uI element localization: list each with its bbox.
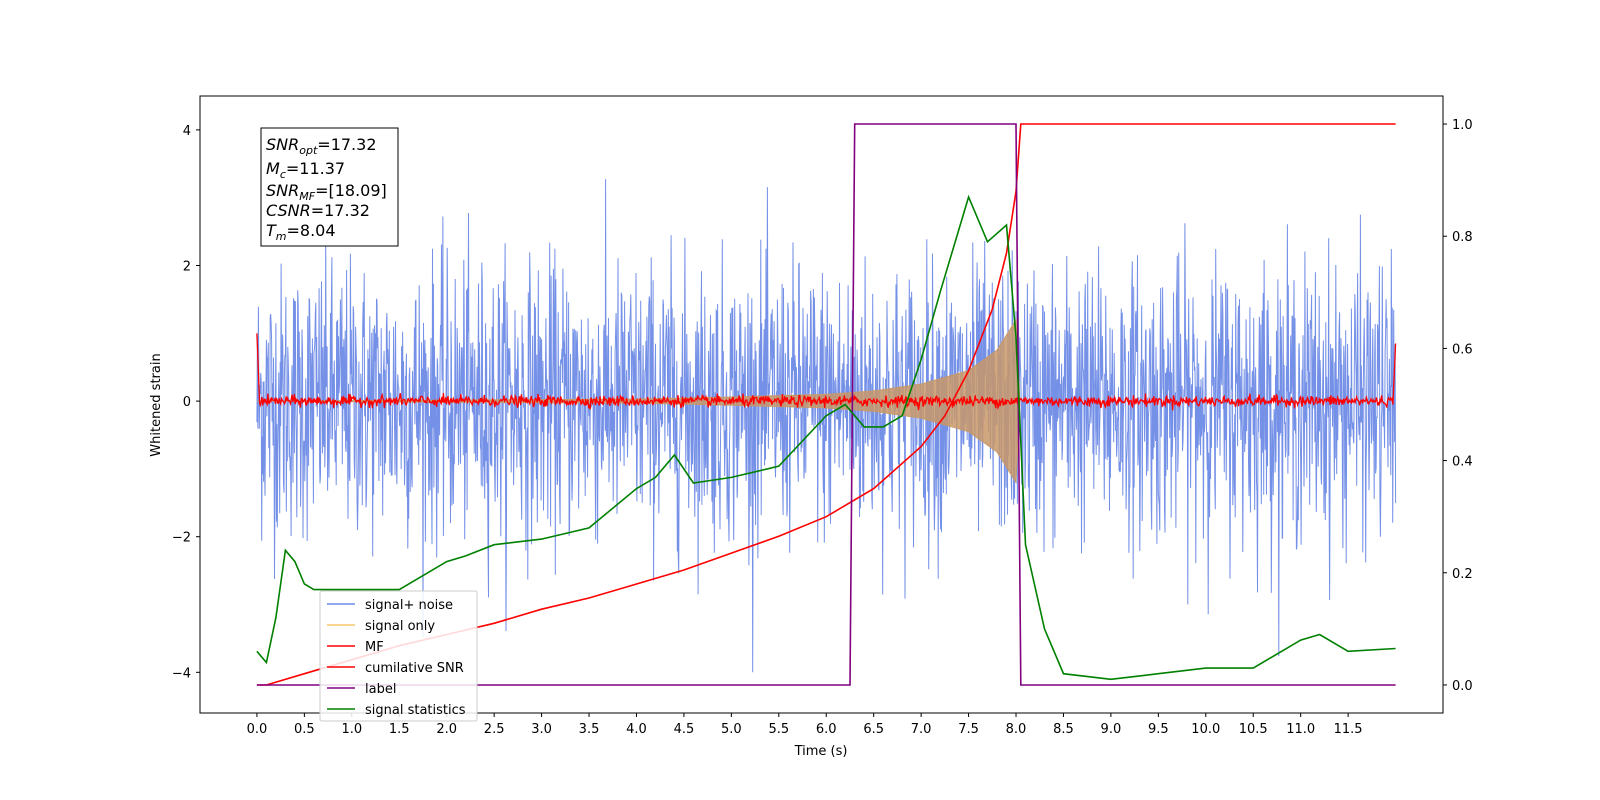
annotation-snr-mf: SNRMF=[18.09] [266,181,387,203]
x-tick-label: 1.0 [341,722,362,737]
x-tick-label: 6.5 [863,722,884,737]
x-tick-label: 9.0 [1101,722,1122,737]
x-tick-label: 0.5 [294,722,315,737]
legend: signal+ noise signal only MF cumilative … [319,590,478,722]
x-tick-label: 8.5 [1053,722,1074,737]
y-axis-right: 1.0 0.8 0.6 0.4 0.2 0.0 [1443,118,1473,694]
x-tick-label: 5.5 [768,722,789,737]
y-right-tick-label: 1.0 [1452,118,1473,133]
x-tick-label: 8.0 [1006,722,1027,737]
x-tick-label: 3.0 [531,722,552,737]
series-mf [256,333,1397,411]
x-tick-label: 6.0 [816,722,837,737]
x-tick-label: 10.5 [1239,722,1268,737]
y-right-tick-label: 0.6 [1452,342,1473,357]
x-tick-label: 5.0 [721,722,742,737]
y-right-tick-label: 0.8 [1452,230,1473,245]
legend-label-cumilative-snr: cumilative SNR [365,661,464,676]
legend-label-label: label [365,682,396,697]
annotation-box: SNRopt=17.32 Mc=11.37 SNRMF=[18.09] CSNR… [260,127,399,247]
annotation-snr-opt: SNRopt=17.32 [266,135,377,157]
x-tick-label: 11.0 [1286,722,1315,737]
x-tick-label: 7.0 [911,722,932,737]
x-axis-label: Time (s) [794,744,848,759]
x-tick-label: 1.5 [389,722,410,737]
y-right-tick-label: 0.4 [1452,455,1473,470]
x-tick-label: 3.5 [579,722,600,737]
series-label [256,123,1396,686]
legend-label-signal-statistics: signal statistics [365,703,466,718]
y-axis-left: 4 2 0 −2 −4 [172,124,200,681]
y-right-tick-label: 0.0 [1452,679,1473,694]
y-left-tick-label: 2 [183,260,191,275]
annotation-tm: Tm=8.04 [266,221,336,243]
y-left-tick-label: 4 [183,124,191,139]
legend-label-signal-only: signal only [365,619,435,634]
plot-frame [199,95,1444,714]
legend-label-mf: MF [365,640,384,655]
x-tick-label: 4.0 [626,722,647,737]
x-tick-label: 2.0 [436,722,457,737]
annotation-csnr: CSNR=17.32 [266,201,370,220]
legend-label-signal-plus-noise: signal+ noise [365,598,453,613]
x-tick-label: 7.5 [958,722,979,737]
annotation-frame [260,127,399,247]
x-tick-label: 11.5 [1334,722,1363,737]
x-tick-label: 9.5 [1148,722,1169,737]
y-axis-label: Whitened strain [149,353,164,456]
x-axis: 0.0 0.5 1.0 1.5 2.0 2.5 3.0 3.5 4.0 4.5 5.0 5.5 6.0 6… [247,713,1363,737]
annotation-snr-opt-value: =17.32 [317,135,376,154]
y-left-tick-label: −2 [172,531,191,546]
x-tick-label: 2.5 [484,722,505,737]
annotation-mc-value: =11.37 [286,159,345,178]
series-signal-statistics [256,194,1396,681]
y-left-tick-label: −4 [172,666,191,681]
y-right-tick-label: 0.2 [1452,567,1473,582]
legend-frame [319,590,478,722]
annotation-csnr-value: =17.32 [311,201,370,220]
annotation-snr-mf-value: =[18.09] [315,181,387,200]
series-signal-plus-noise [256,179,1397,673]
x-tick-label: 10.0 [1191,722,1220,737]
y-left-tick-label: 0 [183,395,191,410]
annotation-mc: Mc=11.37 [266,159,345,181]
annotation-tm-value: =8.04 [287,221,336,240]
x-tick-label: 0.0 [247,722,268,737]
x-tick-label: 4.5 [674,722,695,737]
